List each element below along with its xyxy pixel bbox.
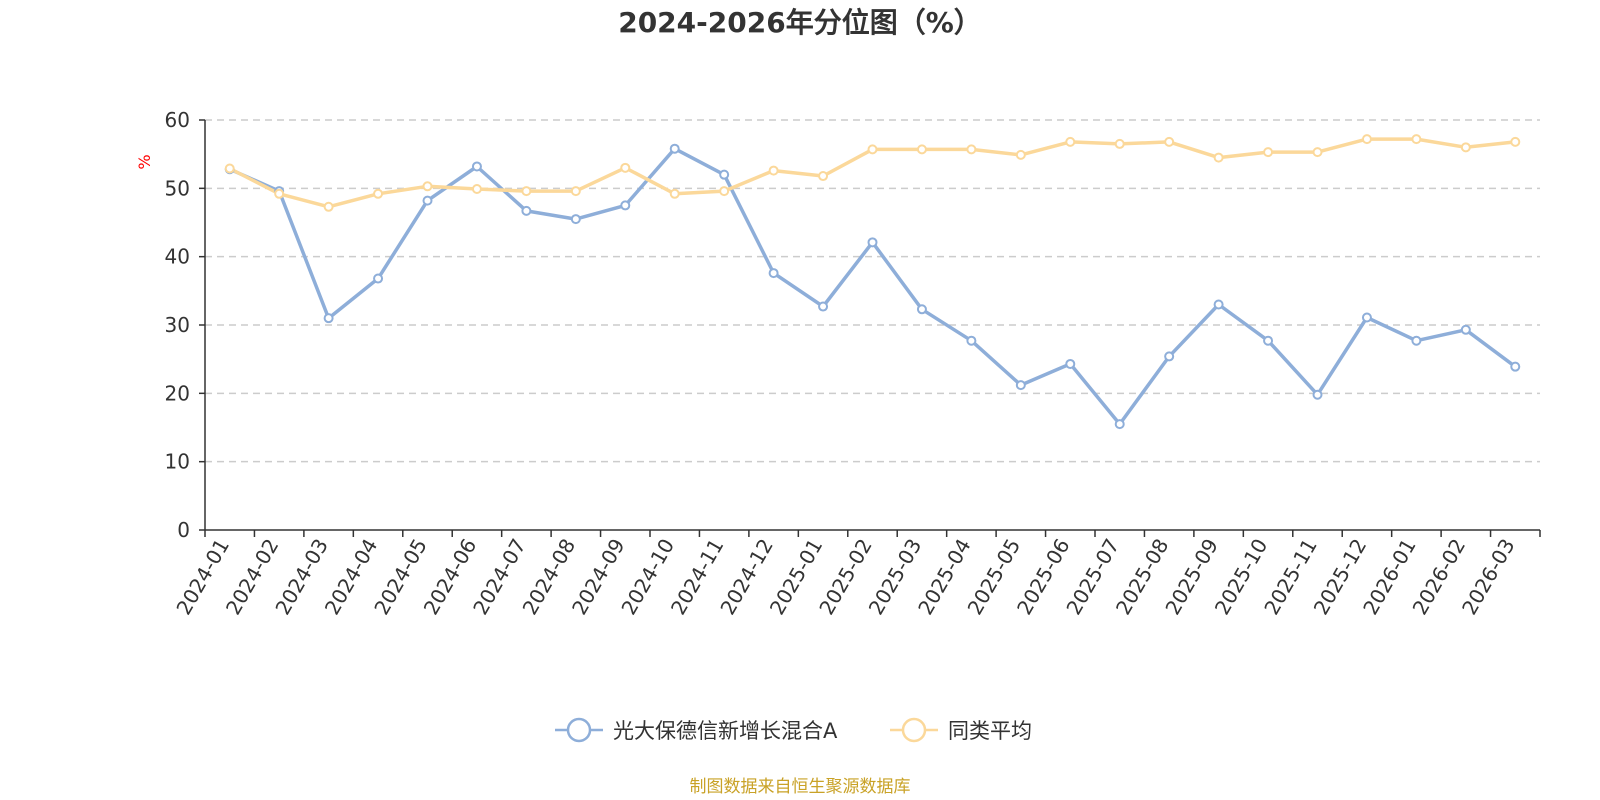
data-point-0: [521, 205, 532, 216]
data-point-1: [1065, 136, 1076, 147]
y-tick-label-60: 60: [165, 108, 190, 132]
data-point-0: [1263, 335, 1274, 346]
data-point-1: [1263, 147, 1274, 158]
legend-marker-1: [901, 717, 927, 743]
data-point-1: [521, 186, 532, 197]
data-point-0: [422, 195, 433, 206]
data-point-1: [1510, 136, 1521, 147]
legend-label-1: 同类平均: [948, 719, 1032, 743]
data-point-1: [1015, 149, 1026, 160]
data-point-1: [1361, 134, 1372, 145]
data-point-0: [966, 335, 977, 346]
data-point-0: [373, 273, 384, 284]
data-point-0: [1361, 312, 1372, 323]
data-point-0: [867, 237, 878, 248]
data-point-1: [471, 184, 482, 195]
data-point-0: [916, 304, 927, 315]
data-point-1: [570, 186, 581, 197]
data-point-0: [1510, 361, 1521, 372]
data-point-0: [1164, 351, 1175, 362]
data-point-0: [570, 214, 581, 225]
legend-marker-0: [566, 717, 592, 743]
data-point-0: [620, 200, 631, 211]
data-point-1: [1213, 152, 1224, 163]
data-point-1: [719, 186, 730, 197]
y-tick-label-20: 20: [165, 381, 190, 405]
data-point-0: [471, 161, 482, 172]
data-point-0: [719, 169, 730, 180]
data-point-1: [1312, 147, 1323, 158]
data-point-0: [1460, 324, 1471, 335]
data-point-0: [1015, 380, 1026, 391]
data-point-1: [1411, 134, 1422, 145]
data-point-1: [1164, 136, 1175, 147]
data-point-1: [1460, 142, 1471, 153]
data-point-0: [1312, 389, 1323, 400]
data-point-1: [768, 165, 779, 176]
y-tick-label-0: 0: [177, 518, 190, 542]
y-tick-label-50: 50: [165, 176, 190, 200]
data-point-0: [1114, 419, 1125, 430]
data-point-1: [620, 162, 631, 173]
y-tick-label-40: 40: [165, 245, 190, 269]
x-axis-ticks: 2024-012024-022024-032024-042024-052024-…: [171, 530, 1541, 619]
chart-title: 2024-2026年分位图（%）: [618, 6, 982, 39]
data-point-1: [274, 188, 285, 199]
data-point-0: [669, 143, 680, 154]
data-point-1: [373, 188, 384, 199]
legend-label-0: 光大保德信新增长混合A: [613, 719, 838, 743]
data-point-0: [818, 301, 829, 312]
legend: 光大保德信新增长混合A 同类平均: [555, 717, 1032, 743]
data-point-1: [323, 201, 334, 212]
data-point-1: [966, 144, 977, 155]
data-point-1: [224, 163, 235, 174]
data-point-1: [867, 144, 878, 155]
data-point-1: [1114, 138, 1125, 149]
data-point-0: [1213, 299, 1224, 310]
data-point-0: [1065, 358, 1076, 369]
source-note: 制图数据来自恒生聚源数据库: [690, 777, 911, 797]
data-point-1: [422, 181, 433, 192]
series-layer: [224, 134, 1521, 430]
y-tick-label-30: 30: [165, 313, 190, 337]
data-point-0: [323, 313, 334, 324]
data-point-0: [768, 268, 779, 279]
y-axis-ticks: 0 10 20 30 40 50 60: [165, 108, 205, 542]
data-point-1: [818, 171, 829, 182]
data-point-1: [916, 144, 927, 155]
y-axis-unit: %: [135, 154, 154, 169]
y-tick-label-10: 10: [165, 450, 190, 474]
data-point-1: [669, 188, 680, 199]
data-point-0: [1411, 335, 1422, 346]
series-line-0: [228, 146, 1517, 426]
grid-lines: [205, 119, 1540, 463]
